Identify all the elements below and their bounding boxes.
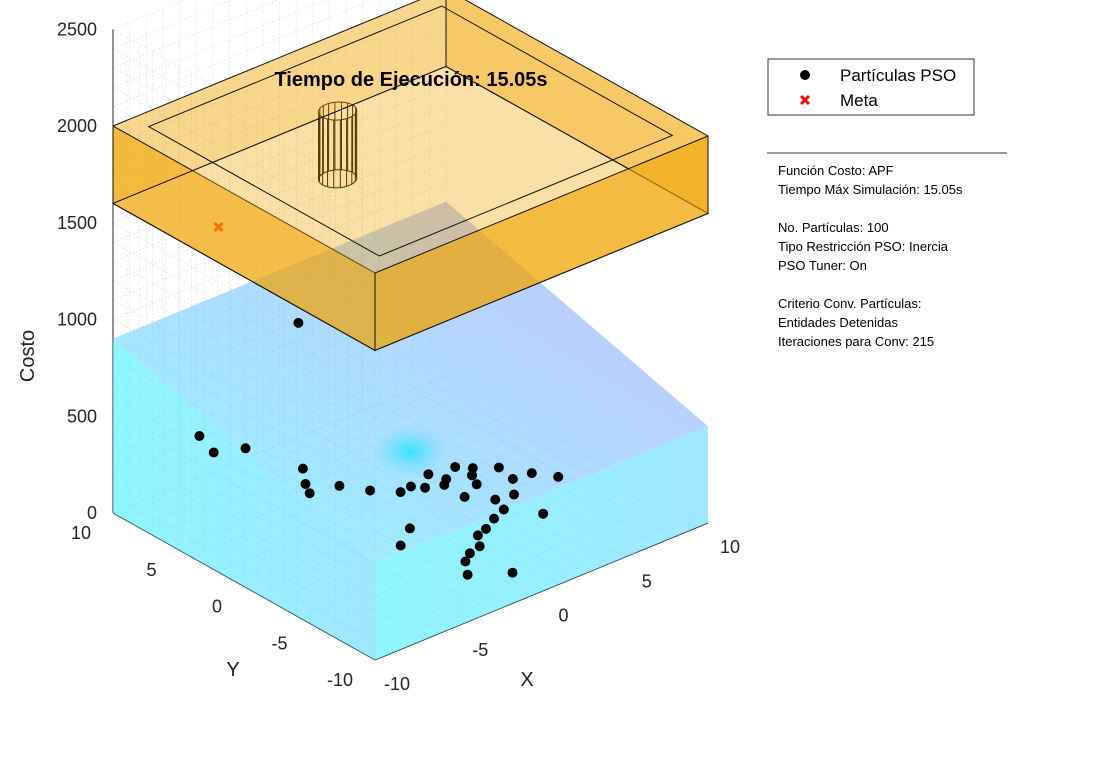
particle-point bbox=[526, 468, 537, 479]
z-axis-label: Costo bbox=[17, 330, 39, 382]
surface-side-left bbox=[113, 338, 375, 660]
box-region bbox=[111, 0, 710, 352]
legend-particle-marker bbox=[800, 70, 810, 80]
particle-point bbox=[481, 523, 491, 534]
y-tick-label: 10 bbox=[71, 523, 91, 543]
particle-point bbox=[423, 469, 434, 480]
info-panel: Función Costo: APF Tiempo Máx Simulación… bbox=[778, 163, 963, 349]
legend-item-particles: Partículas PSO bbox=[840, 66, 956, 85]
particle-point bbox=[507, 567, 518, 578]
particle-point bbox=[194, 431, 205, 441]
particle-point bbox=[300, 479, 311, 489]
z-tick-label: 0 bbox=[87, 503, 97, 523]
particle-point bbox=[208, 447, 219, 458]
particle-point bbox=[459, 491, 470, 502]
grid-line bbox=[112, 162, 447, 448]
box-rim bbox=[147, 5, 674, 257]
z-tick-label: 1000 bbox=[57, 310, 97, 330]
particle-point bbox=[467, 463, 478, 474]
info-line: Función Costo: APF bbox=[778, 163, 894, 178]
grid-line bbox=[112, 46, 447, 332]
grid-line bbox=[112, 182, 447, 467]
particle-point bbox=[489, 513, 499, 524]
particle-point bbox=[240, 443, 251, 454]
surface-pit bbox=[371, 425, 448, 478]
z-tick-label: 500 bbox=[67, 406, 97, 426]
obstacle-cylinder bbox=[317, 101, 358, 189]
y-tick-label: -5 bbox=[271, 633, 287, 653]
particle-point bbox=[538, 508, 549, 519]
particle-point bbox=[395, 540, 406, 551]
x-tick-label: 10 bbox=[720, 537, 740, 557]
particle-point bbox=[460, 556, 471, 567]
x-tick-label: -5 bbox=[472, 640, 488, 660]
particle-point bbox=[464, 548, 475, 559]
particle-point bbox=[304, 488, 315, 499]
grid-line bbox=[112, 8, 447, 293]
info-line: Entidades Detenidas bbox=[778, 315, 898, 330]
info-line: Tiempo Máx Simulación: 15.05s bbox=[778, 182, 963, 197]
particle-point bbox=[509, 489, 519, 500]
y-tick-label: -10 bbox=[327, 670, 353, 690]
legend: Partículas PSO Meta bbox=[767, 58, 975, 116]
legend-item-goal: Meta bbox=[840, 91, 878, 110]
grid-line bbox=[112, 0, 376, 254]
x-tick-label: 0 bbox=[558, 606, 568, 626]
particle-point bbox=[297, 463, 308, 474]
y-tick-label: 0 bbox=[212, 597, 222, 617]
particle-point bbox=[405, 481, 416, 492]
particle-point bbox=[365, 485, 376, 496]
box-face bbox=[374, 135, 709, 352]
particle-point bbox=[404, 523, 415, 534]
particle-point bbox=[439, 479, 450, 490]
particle-point bbox=[471, 479, 482, 490]
particle-series bbox=[194, 101, 564, 580]
x-axis-label: X bbox=[520, 669, 533, 691]
legend-box bbox=[767, 58, 975, 116]
y-axis-label: Y bbox=[226, 659, 239, 681]
particle-point bbox=[507, 474, 518, 484]
surface-side-front bbox=[375, 426, 708, 660]
particle-point bbox=[474, 541, 485, 552]
particle-point bbox=[472, 530, 483, 541]
particle-point bbox=[420, 482, 431, 493]
z-tick-label: 1500 bbox=[57, 213, 97, 233]
particle-point bbox=[467, 470, 477, 481]
grid-line bbox=[112, 143, 447, 429]
particle-point bbox=[490, 494, 501, 505]
grid-line bbox=[112, 27, 447, 312]
info-line: No. Partículas: 100 bbox=[778, 220, 889, 235]
chart-title: Tiempo de Ejecución: 15.05s bbox=[274, 69, 547, 91]
particle-point bbox=[462, 569, 473, 580]
particle-point bbox=[395, 487, 406, 498]
particle-point bbox=[450, 462, 461, 472]
z-tick-label: 2000 bbox=[57, 116, 97, 136]
particle-point bbox=[493, 462, 504, 473]
info-line: Tipo Restricción PSO: Inercia bbox=[778, 239, 949, 254]
y-tick-label: 5 bbox=[146, 560, 156, 580]
info-line: Iteraciones para Conv: 215 bbox=[778, 334, 934, 349]
x-tick-label: 5 bbox=[642, 571, 652, 591]
info-line: Criterio Conv. Partículas: bbox=[778, 296, 922, 311]
legend-goal-marker bbox=[799, 94, 811, 106]
particle-point bbox=[498, 504, 509, 515]
particle-point bbox=[334, 480, 345, 491]
x-tick-label: -10 bbox=[384, 674, 410, 694]
z-tick-label: 2500 bbox=[57, 19, 97, 39]
info-line: PSO Tuner: On bbox=[778, 258, 867, 273]
particle-point bbox=[293, 317, 304, 328]
particle-point bbox=[553, 471, 564, 482]
